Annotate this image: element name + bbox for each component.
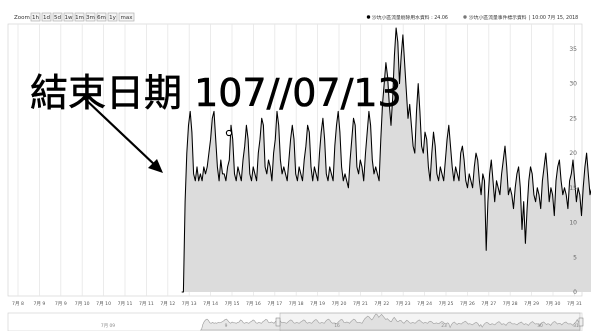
x-tick-label: 7月 16 [246, 301, 261, 307]
series-area [181, 28, 591, 292]
zoom-button-label: 6m [97, 15, 106, 21]
x-tick-label: 7月 8 [12, 301, 24, 307]
navigator-handle-right[interactable] [578, 317, 584, 327]
zoom-button-1y[interactable]: 1y [107, 12, 118, 22]
legend-series-marker [366, 15, 371, 19]
x-tick-label: 7月 26 [460, 301, 475, 307]
x-tick-label: 7月 22 [374, 301, 389, 307]
annotation-arrow-head [148, 159, 163, 173]
zoom-button-1h[interactable]: 1h [30, 12, 41, 22]
zoom-button-1w[interactable]: 1w [63, 12, 74, 22]
zoom-button-label: 1h [32, 15, 39, 21]
x-tick-label: 7月 23 [396, 301, 411, 307]
legend-datetime: | 10:00 7月 15, 2018 [529, 15, 578, 21]
zoom-button-label: max [121, 15, 134, 21]
x-tick-label: 7月 14 [203, 301, 218, 307]
hover-point-marker [225, 129, 233, 137]
navigator-label: 9 [225, 323, 228, 329]
navigator-label: 16 [334, 323, 340, 329]
x-tick-label: 7月 29 [524, 301, 539, 307]
zoom-button-label: 1d [43, 15, 50, 21]
x-tick-label: 7月 18 [289, 301, 304, 307]
y-tick-label: 20 [569, 150, 577, 157]
x-tick-label: 7月 28 [503, 301, 518, 307]
x-tick-label: 7月 20 [332, 301, 347, 307]
zoom-button-label: 3m [86, 15, 95, 21]
x-tick-label: 7月 9 [55, 301, 67, 307]
y-tick-label: 35 [569, 46, 577, 53]
annotation-text: 結束日期 107//07/13 [30, 71, 402, 115]
legend-events-marker [463, 15, 467, 19]
zoom-button-1m[interactable]: 1m [74, 12, 85, 22]
zoom-bar: Zoom: 1h 1d 5d 1w 1m 3m 6m 1y max [14, 12, 135, 22]
zoom-button-max[interactable]: max [118, 12, 135, 22]
navigator-selection[interactable] [279, 312, 581, 331]
navigator-label: 23 [441, 323, 447, 329]
zoom-button-label: 1m [75, 15, 84, 21]
legend-series-label: 沙坑小區流量剔除用水資料 : 24.06 [372, 14, 448, 21]
zoom-button-1d[interactable]: 1d [41, 12, 52, 22]
x-tick-label: 7月 21 [353, 301, 368, 307]
zoom-button-3m[interactable]: 3m [85, 12, 96, 22]
y-tick-label: 15 [569, 185, 577, 192]
legend-events-label: 沙坑小區流量事件標示資料 [469, 14, 527, 21]
x-tick-label: 7月 31 [567, 301, 582, 307]
x-tick-label: 7月 15 [225, 301, 240, 307]
x-tick-label: 7月 11 [118, 301, 133, 307]
series-line [181, 27, 591, 293]
legend: 沙坑小區流量剔除用水資料 : 24.06 沙坑小區流量事件標示資料 | 10:0… [366, 14, 578, 21]
x-tick-label: 7月 10 [75, 301, 90, 307]
x-tick-label: 7月 12 [160, 301, 175, 307]
navigator-label: 30 [537, 323, 543, 329]
x-tick-label: 7月 11 [139, 301, 154, 307]
y-tick-label: 0 [573, 289, 577, 296]
y-tick-label: 5 [573, 254, 577, 261]
navigator-handle-left[interactable] [275, 317, 281, 327]
x-tick-label: 7月 24 [417, 301, 432, 307]
zoom-button-5d[interactable]: 5d [52, 12, 63, 22]
zoom-button-6m[interactable]: 6m [96, 12, 107, 22]
x-tick-label: 7月 25 [439, 301, 454, 307]
y-tick-label: 30 [569, 81, 577, 88]
x-tick-label: 7月 10 [96, 301, 111, 307]
zoom-label: Zoom: [14, 15, 32, 21]
x-tick-label: 7月 30 [546, 301, 561, 307]
x-tick-label: 7月 19 [310, 301, 325, 307]
navigator-label: 31 [573, 323, 579, 329]
zoom-button-label: 5d [54, 15, 61, 21]
annotation-arrow-line [83, 97, 158, 168]
y-tick-label: 10 [569, 220, 577, 227]
navigator[interactable]: 7月 09 9 16 23 30 31 [7, 312, 584, 331]
zoom-button-label: 1y [109, 15, 116, 21]
zoom-button-label: 1w [65, 15, 73, 21]
navigator-label: 7月 09 [101, 323, 115, 329]
x-tick-label: 7月 17 [267, 301, 282, 307]
x-tick-label: 7月 13 [182, 301, 197, 307]
annotation: 結束日期 107//07/13 [30, 71, 402, 173]
y-tick-label: 25 [569, 115, 577, 122]
x-tick-label: 7月 9 [33, 301, 45, 307]
navigator-series [200, 313, 581, 331]
x-tick-label: 7月 27 [481, 301, 496, 307]
